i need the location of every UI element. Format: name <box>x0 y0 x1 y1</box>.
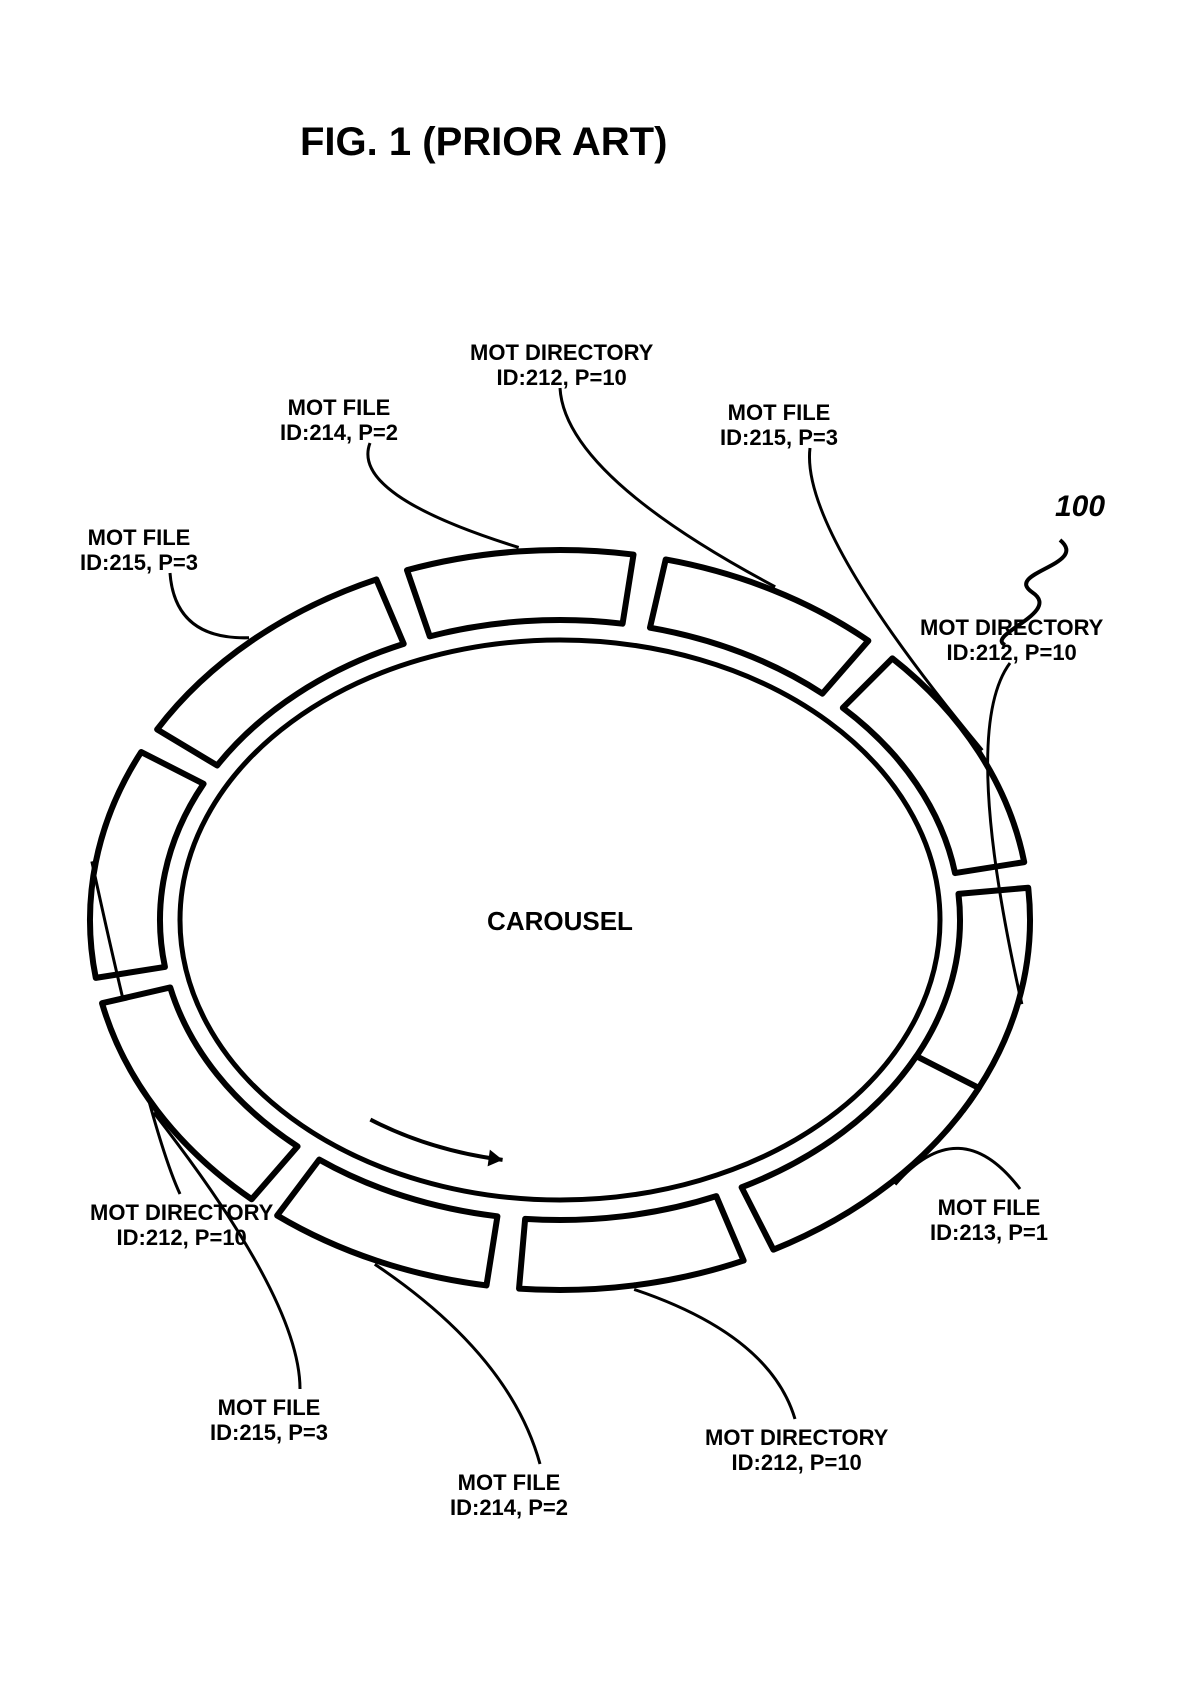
segment-label-line1: MOT DIRECTORY <box>705 1425 888 1450</box>
segment-label-line1: MOT DIRECTORY <box>920 615 1103 640</box>
segment-label-line2: ID:212, P=10 <box>90 1225 273 1250</box>
carousel-segment <box>519 1196 744 1290</box>
segment-label: MOT DIRECTORYID:212, P=10 <box>470 340 653 391</box>
segment-label: MOT FILEID:213, P=1 <box>930 1195 1048 1246</box>
segment-label-line1: MOT FILE <box>80 525 198 550</box>
carousel-segment <box>102 987 298 1199</box>
segment-label: MOT FILEID:215, P=3 <box>720 400 838 451</box>
segment-label-line1: MOT FILE <box>210 1395 328 1420</box>
segment-label-line2: ID:215, P=3 <box>210 1420 328 1445</box>
segment-label: MOT FILEID:215, P=3 <box>210 1395 328 1446</box>
segment-label-line2: ID:214, P=2 <box>450 1495 568 1520</box>
segment-label-line2: ID:215, P=3 <box>720 425 838 450</box>
segment-label-line1: MOT FILE <box>450 1470 568 1495</box>
carousel-segment <box>157 579 404 765</box>
segment-label: MOT FILEID:215, P=3 <box>80 525 198 576</box>
segment-leader-line <box>170 573 249 638</box>
segment-label-line2: ID:213, P=1 <box>930 1220 1048 1245</box>
segment-label-line1: MOT DIRECTORY <box>90 1200 273 1225</box>
segment-label-line1: MOT DIRECTORY <box>470 340 653 365</box>
segment-leader-line <box>375 1264 540 1464</box>
segment-label-line1: MOT FILE <box>930 1195 1048 1220</box>
direction-arrow-arc <box>370 1120 502 1160</box>
segment-label-line2: ID:212, P=10 <box>705 1450 888 1475</box>
segment-label-line2: ID:212, P=10 <box>470 365 653 390</box>
segment-label-line2: ID:212, P=10 <box>920 640 1103 665</box>
segment-label: MOT DIRECTORYID:212, P=10 <box>90 1200 273 1251</box>
segment-label: MOT DIRECTORYID:212, P=10 <box>920 615 1103 666</box>
segment-label-line2: ID:215, P=3 <box>80 550 198 575</box>
segment-leader-line <box>368 443 519 547</box>
carousel-segment <box>277 1160 497 1286</box>
segment-label: MOT FILEID:214, P=2 <box>450 1470 568 1521</box>
segment-label: MOT DIRECTORYID:212, P=10 <box>705 1425 888 1476</box>
segment-label-line2: ID:214, P=2 <box>280 420 398 445</box>
carousel-segment <box>407 550 634 636</box>
segment-label-line1: MOT FILE <box>720 400 838 425</box>
segment-label-line1: MOT FILE <box>280 395 398 420</box>
carousel-diagram-svg <box>0 0 1181 1682</box>
segment-label: MOT FILEID:214, P=2 <box>280 395 398 446</box>
segment-leader-line <box>634 1289 795 1419</box>
